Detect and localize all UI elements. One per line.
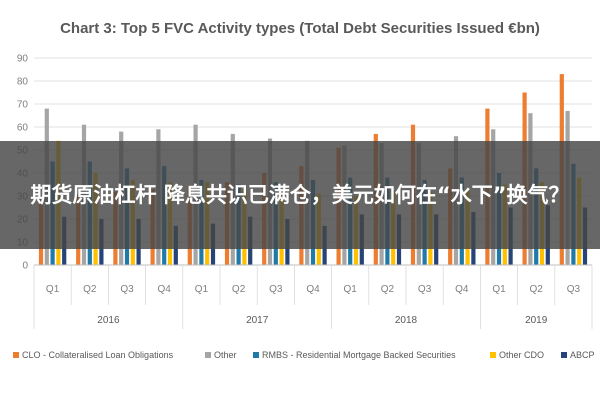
- legend-label: Other: [214, 350, 237, 360]
- x-tick-label: Q2: [83, 284, 97, 295]
- y-tick-label: 70: [17, 100, 29, 111]
- legend: CLO - Collateralised Loan Obligations Oth…: [13, 350, 595, 360]
- x-axis: Q1 Q2 Q3 Q4 Q1 Q2 Q3 Q4 Q1 Q2 Q3 Q4 Q1 Q2 Q3 2016 2017 20…: [33, 264, 593, 329]
- legend-swatch: [490, 352, 496, 358]
- y-tick-label: 80: [17, 77, 29, 88]
- y-tick-label: 0: [22, 261, 28, 272]
- year-label: 2018: [395, 315, 418, 326]
- y-tick-label: 90: [17, 54, 29, 65]
- legend-label: CLO - Collateralised Loan Obligations: [22, 350, 174, 360]
- x-tick-label: Q3: [269, 284, 283, 295]
- x-tick-label: Q4: [306, 284, 320, 295]
- x-tick-label: Q3: [418, 284, 432, 295]
- legend-label: Other CDO: [499, 350, 544, 360]
- legend-swatch: [205, 352, 211, 358]
- x-tick-label: Q2: [381, 284, 395, 295]
- x-tick-label: Q1: [492, 284, 506, 295]
- headline-banner[interactable]: 期货原油杠杆 降息共识已满仓，美元如何在“水下”换气？: [0, 141, 600, 249]
- legend-swatch: [13, 352, 19, 358]
- year-label: 2016: [97, 315, 120, 326]
- x-tick-label: Q3: [567, 284, 581, 295]
- legend-swatch: [253, 352, 259, 358]
- legend-swatch: [561, 352, 567, 358]
- x-tick-label: Q2: [232, 284, 246, 295]
- x-tick-label: Q2: [530, 284, 544, 295]
- x-tick-label: Q4: [455, 284, 469, 295]
- headline-text[interactable]: 期货原油杠杆 降息共识已满仓，美元如何在“水下”换气？: [30, 182, 570, 207]
- legend-label: ABCP: [570, 350, 595, 360]
- x-tick-label: Q3: [120, 284, 134, 295]
- year-label: 2019: [525, 315, 548, 326]
- x-tick-label: Q1: [46, 284, 60, 295]
- x-tick-label: Q4: [158, 284, 172, 295]
- x-tick-label: Q1: [195, 284, 209, 295]
- y-tick-label: 60: [17, 123, 29, 134]
- year-label: 2017: [246, 315, 269, 326]
- x-tick-label: Q1: [344, 284, 358, 295]
- chart-title: Chart 3: Top 5 FVC Activity types (Total…: [60, 20, 540, 37]
- legend-label: RMBS - Residential Mortgage Backed Secur…: [262, 350, 456, 360]
